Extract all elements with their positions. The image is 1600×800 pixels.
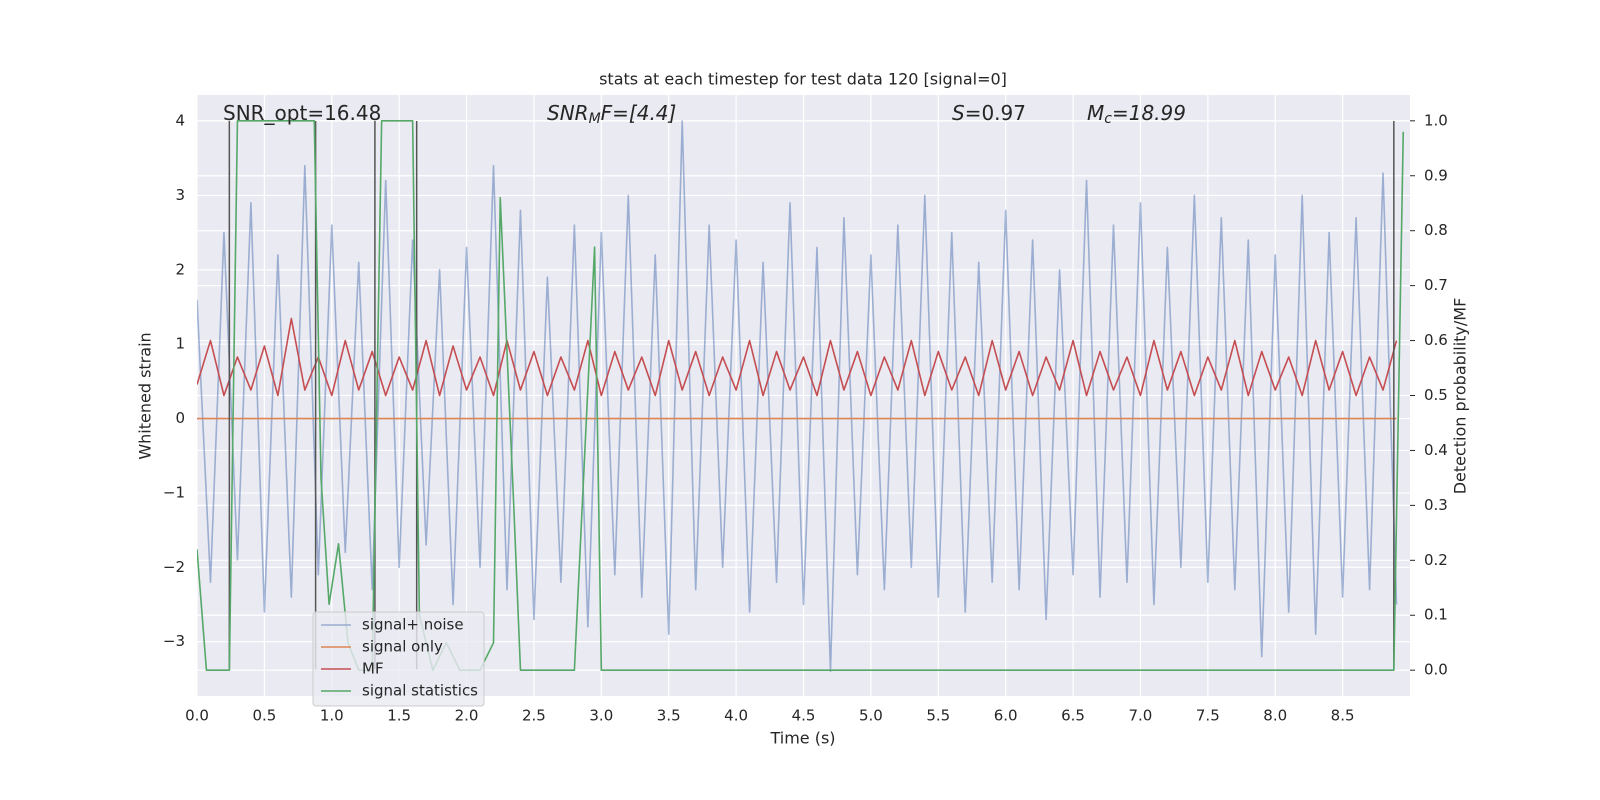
legend-label: signal only [362, 638, 443, 656]
x-tick-label: 2.0 [455, 707, 479, 725]
y-axis-label: Whitened strain [136, 332, 155, 459]
annotation-part: c [1104, 111, 1112, 127]
y2-axis-label: Detection probability/MF [1451, 298, 1470, 495]
annotation-part: =0.97 [965, 101, 1026, 125]
legend-box [312, 611, 485, 707]
annotations: SNR_opt=16.48 SNRMF=[4.4] S=0.97 Mc=18.99 [223, 101, 1186, 128]
x-tick-label: 6.5 [1061, 707, 1085, 725]
legend: signal+ noise signal only MF signal statist… [312, 611, 485, 707]
y-tick-label: 1 [175, 335, 185, 353]
y2-tick-label: 0.1 [1424, 606, 1448, 624]
x-tick-label: 5.5 [926, 707, 950, 725]
annotation: SNRMF=[4.4] [547, 101, 676, 128]
annotation-part: M [1087, 101, 1104, 125]
series-line [197, 120, 1398, 673]
x-tick-label: 7.0 [1129, 707, 1153, 725]
y-tick-label: 0 [175, 409, 185, 427]
x-tick-label: 8.5 [1331, 707, 1355, 725]
y-tick-label: −1 [163, 483, 185, 501]
legend-label: MF [362, 660, 384, 678]
y-tick-label: 2 [175, 260, 185, 278]
series-line [197, 317, 1398, 397]
annotation-part: =18.99 [1112, 101, 1186, 125]
x-tick-label: 4.0 [724, 707, 748, 725]
legend-label: signal+ noise [362, 616, 464, 634]
y2-tick-label: 0.0 [1424, 661, 1448, 679]
y-tick-label: −3 [163, 632, 185, 650]
x-tick-label: 0.5 [252, 707, 276, 725]
x-tick-label: 5.0 [859, 707, 883, 725]
y2-tick-label: 0.9 [1424, 166, 1448, 184]
annotation: S=0.97 [952, 101, 1026, 125]
y2-tick-label: 0.7 [1424, 276, 1448, 294]
y2-tick-label: 0.5 [1424, 386, 1448, 404]
annotation-part: M [589, 111, 601, 127]
y2-tick-label: 0.4 [1424, 441, 1448, 459]
y-tick-label: 4 [175, 112, 185, 130]
x-tick-label: 3.5 [657, 707, 681, 725]
annotation-part: F=[4.4] [601, 101, 677, 125]
annotation-part: SNR_opt=16.48 [223, 101, 381, 125]
y2-tick-label: 0.2 [1424, 551, 1448, 569]
x-tick-label: 7.5 [1196, 707, 1220, 725]
legend-label: signal statistics [362, 682, 478, 700]
x-tick-label: 1.5 [387, 707, 411, 725]
x-tick-label: 2.5 [522, 707, 546, 725]
x-tick-label: 3.0 [589, 707, 613, 725]
x-tick-label: 4.5 [792, 707, 816, 725]
axes: 0.0 0.5 1.0 1.5 2.0 2.5 3.0 3.5 4.0 4.5 5.0 5.5 6.0 6… [163, 111, 1448, 724]
x-tick-label: 6.0 [994, 707, 1018, 725]
x-tick-label: 1.0 [320, 707, 344, 725]
chart-title: stats at each timestep for test data 120… [599, 70, 1007, 89]
y2-tick-label: 0.8 [1424, 221, 1448, 239]
plot [197, 120, 1405, 673]
y-tick-label: −2 [163, 558, 185, 576]
annotation-part: S [952, 101, 965, 125]
x-axis-label: Time (s) [769, 729, 835, 748]
annotation-part: SNR [547, 101, 589, 125]
x-tick-label: 0.0 [185, 707, 209, 725]
y2-tick-label: 1.0 [1424, 111, 1448, 129]
annotation: Mc=18.99 [1087, 101, 1186, 128]
x-tick-label: 8.0 [1263, 707, 1287, 725]
y-tick-label: 3 [175, 186, 185, 204]
y2-tick-label: 0.6 [1424, 331, 1448, 349]
annotation: SNR_opt=16.48 [223, 101, 381, 125]
y2-tick-label: 0.3 [1424, 496, 1448, 514]
